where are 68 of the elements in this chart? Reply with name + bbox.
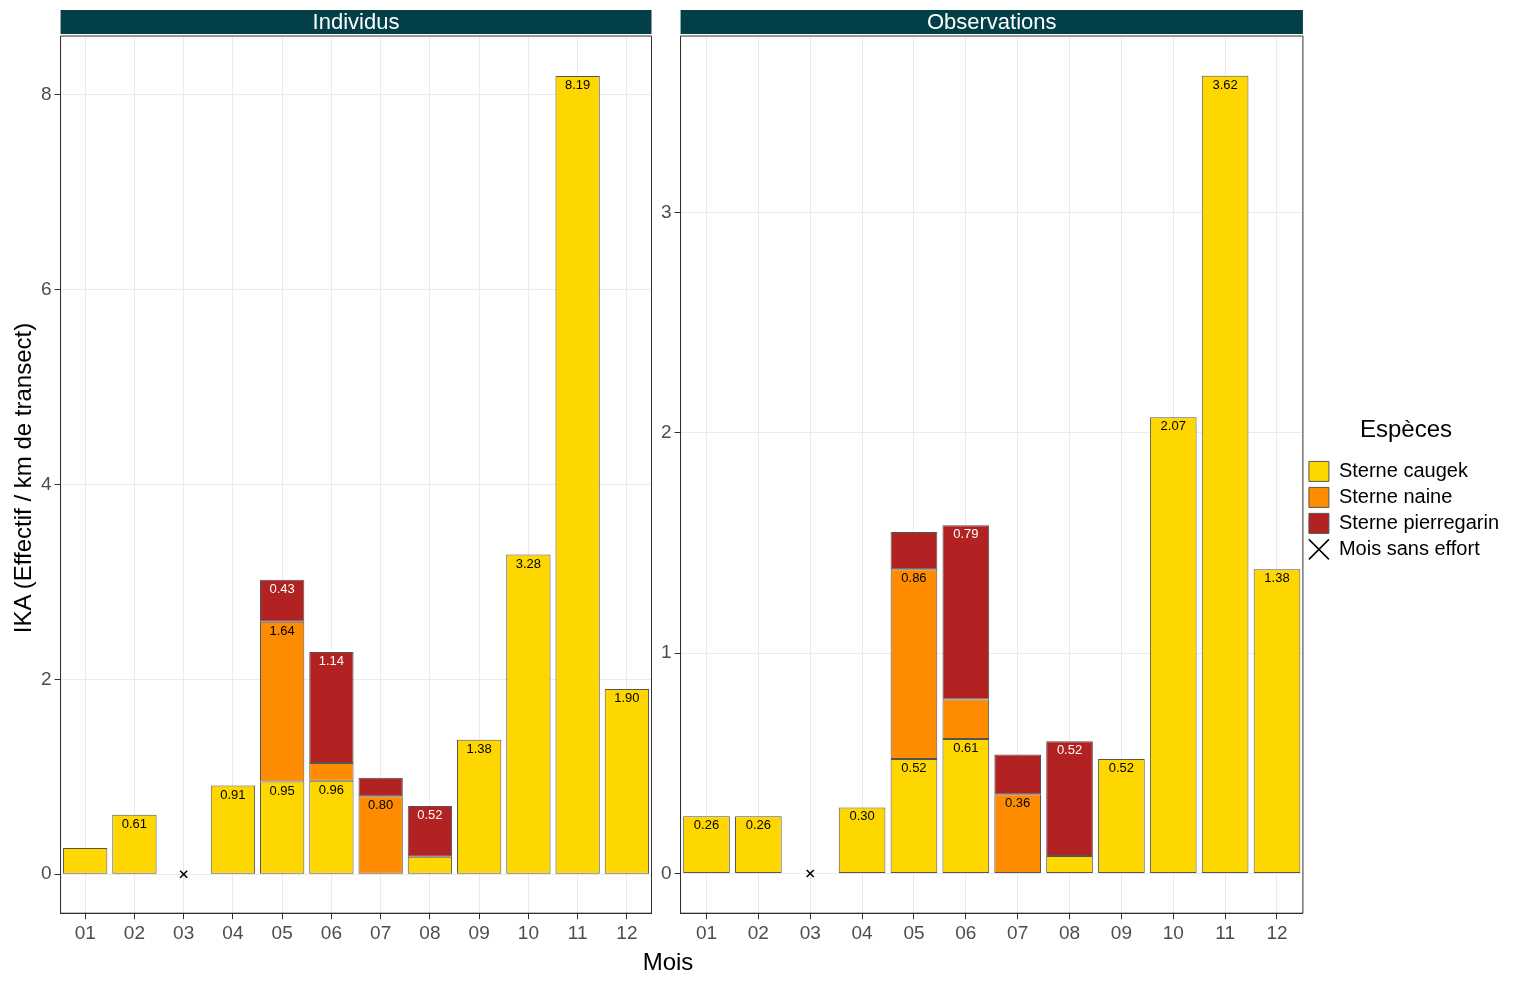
y-tick-label: 2 xyxy=(660,420,672,442)
data-label: 0.79 xyxy=(953,526,979,542)
data-label: 1.90 xyxy=(614,690,640,706)
legend-label: Mois sans effort xyxy=(1338,536,1481,559)
data-label: 0.52 xyxy=(1108,760,1135,775)
x-tick-label: 07 xyxy=(370,921,392,943)
data-label: 0.26 xyxy=(693,817,720,833)
y-axis-title: IKA (Effectif / km de transect) xyxy=(9,322,37,634)
y-tick-label: 1 xyxy=(660,641,672,663)
x-tick-label: 03 xyxy=(799,921,821,943)
data-label: 1.14 xyxy=(318,653,345,669)
x-tick-label: 02 xyxy=(123,921,145,943)
y-tick-label: 0 xyxy=(40,862,52,884)
data-label: 0.36 xyxy=(1005,795,1031,811)
x-tick-label: 10 xyxy=(1162,921,1184,943)
x-tick-label: 07 xyxy=(1007,921,1029,943)
x-tick-label: 08 xyxy=(1058,921,1081,943)
legend-label: Sterne pierregarin xyxy=(1338,510,1500,533)
data-label: 0.43 xyxy=(269,580,295,596)
x-tick-label: 05 xyxy=(903,921,925,943)
x-tick-label: 04 xyxy=(222,921,244,943)
data-label: 0.30 xyxy=(849,808,875,824)
data-label: 2.07 xyxy=(1160,418,1186,434)
y-tick-label: 0 xyxy=(660,861,672,883)
y-tick-label: 8 xyxy=(40,82,52,104)
data-label: 1.64 xyxy=(269,622,295,638)
y-tick-label: 2 xyxy=(40,667,52,689)
data-label: 3.28 xyxy=(515,555,542,571)
x-tick-label: 01 xyxy=(74,921,96,943)
legend-label: Sterne caugek xyxy=(1338,458,1469,481)
x-tick-label: 11 xyxy=(1215,921,1235,943)
x-tick-label: 06 xyxy=(320,921,342,943)
data-label: 0.52 xyxy=(1056,742,1083,758)
data-label: 0.61 xyxy=(953,740,979,756)
data-label: 1.38 xyxy=(466,740,492,756)
chart-title: Individus xyxy=(312,9,400,35)
x-tick-label: 02 xyxy=(747,921,769,943)
data-label: 1.38 xyxy=(1264,570,1290,586)
data-label: 0.86 xyxy=(901,570,927,586)
x-axis-title: Mois xyxy=(641,948,695,976)
x-tick-label: 04 xyxy=(851,921,874,943)
data-label: 0.80 xyxy=(368,797,394,813)
y-tick-label: 6 xyxy=(40,277,52,299)
x-tick-label: 03 xyxy=(173,921,195,943)
y-tick-label: 3 xyxy=(660,200,672,222)
x-tick-label: 12 xyxy=(616,921,638,943)
x-tick-label: 05 xyxy=(271,921,293,943)
x-tick-label: 12 xyxy=(1266,921,1288,943)
data-label: 0.26 xyxy=(745,817,772,833)
chart-title: Observations xyxy=(926,9,1057,35)
x-tick-label: 10 xyxy=(517,921,539,943)
x-tick-label: 06 xyxy=(955,921,977,943)
data-label: 0.52 xyxy=(901,760,927,775)
data-label: 0.91 xyxy=(220,786,246,802)
x-tick-label: 11 xyxy=(567,921,588,943)
legend-label: Sterne naine xyxy=(1338,484,1453,507)
y-tick-label: 4 xyxy=(40,472,52,494)
data-label: 0.61 xyxy=(121,815,148,831)
data-label: 8.19 xyxy=(564,77,591,93)
data-label: 0.95 xyxy=(269,782,295,798)
x-tick-label: 09 xyxy=(468,921,490,943)
data-label: 0.96 xyxy=(318,781,345,797)
legend-title: Espèces xyxy=(1359,415,1452,443)
data-label: 3.62 xyxy=(1212,76,1238,92)
x-tick-label: 09 xyxy=(1110,921,1132,943)
x-tick-label: 01 xyxy=(695,921,718,943)
x-tick-label: 08 xyxy=(419,921,441,943)
data-label: 0.52 xyxy=(417,807,443,823)
